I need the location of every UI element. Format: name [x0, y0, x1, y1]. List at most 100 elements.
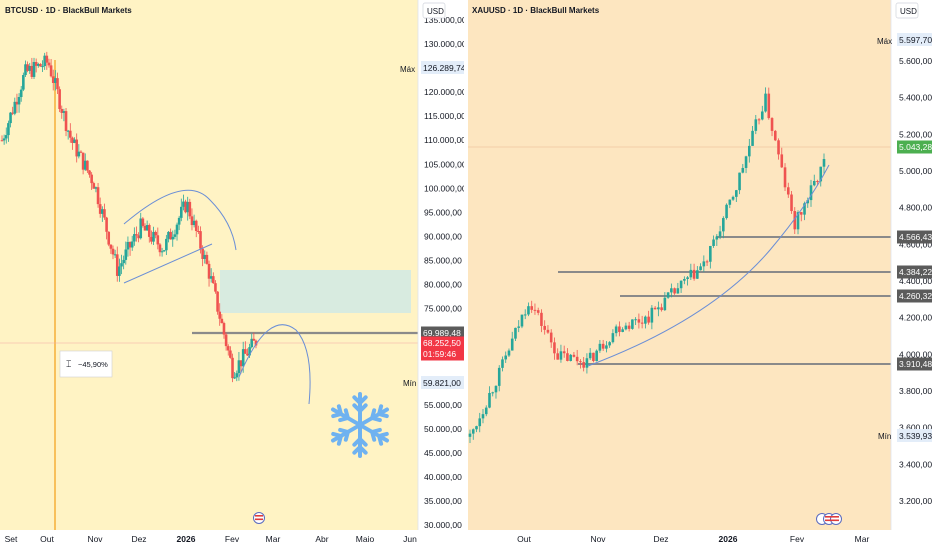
candle-body [4, 135, 8, 139]
candle-body [207, 263, 211, 279]
candle-body [124, 249, 128, 260]
xau-currency-badge[interactable]: USD [895, 2, 919, 19]
candle-body [26, 64, 29, 71]
candle-body [244, 349, 247, 354]
candle-body [822, 159, 826, 167]
candle-body [64, 111, 68, 131]
y-tick-label: 3.400,00 [899, 459, 932, 469]
candle-body [572, 354, 576, 357]
candle-body [28, 65, 32, 71]
x-tick-label: Nov [590, 534, 606, 544]
candle-body [663, 297, 667, 311]
candle-body [686, 277, 689, 279]
xau-support-curve[interactable] [587, 164, 830, 367]
candle-body [175, 224, 179, 235]
candle-body [722, 218, 725, 232]
xau-plot-area[interactable] [468, 0, 891, 530]
candle-body [254, 340, 258, 346]
candle-body [88, 170, 91, 175]
candle-body [111, 248, 115, 255]
candle-body [199, 231, 202, 249]
candle-body [41, 66, 44, 68]
candle-body [94, 187, 98, 189]
candle-body [790, 194, 793, 212]
candle-body [229, 350, 232, 358]
candle-body [252, 338, 256, 341]
btc-max-marker: Máx 126.289,74 [400, 61, 466, 74]
btc-currency-badge[interactable]: USD [422, 2, 446, 19]
btc-consolidation-zone[interactable] [220, 270, 411, 313]
candle-body [757, 119, 761, 121]
candle-body [203, 254, 207, 259]
price-label-bg [897, 265, 932, 279]
y-tick-label: 4.600,00 [899, 239, 932, 249]
candle-body [478, 418, 482, 427]
candle-body [66, 130, 70, 132]
candle-body [158, 244, 162, 253]
btc-projection-curve[interactable] [238, 324, 311, 405]
snowflake-branch [358, 445, 368, 455]
btc-x-axis-ticks: Set Out Nov Dez 2026 Fev Mar Abr Maio Jun [5, 534, 418, 544]
candle-body [806, 200, 810, 204]
candle-body [214, 283, 217, 292]
candle-body [248, 347, 251, 356]
candle-body [504, 355, 508, 360]
price-label: 4.384,22 [899, 267, 932, 277]
candle-body [220, 318, 224, 324]
candle-body [130, 241, 134, 248]
btc-arc-curve[interactable] [123, 189, 237, 251]
candle-body [128, 241, 132, 248]
price-label-bg [421, 347, 464, 361]
candle-body [728, 199, 732, 205]
candle-body [105, 217, 108, 232]
btc-chart-pane[interactable]: ⌶ −45,90% BTCUSD · 1D · BlackBull Market… [0, 0, 467, 550]
candle-body [47, 62, 51, 66]
candle-body [631, 319, 634, 329]
candle-body [527, 306, 530, 315]
y-tick-label: 30.000,00 [424, 520, 462, 530]
candle-body [137, 235, 140, 239]
btc-trend-line[interactable] [123, 243, 213, 284]
candle-body [621, 329, 624, 332]
candle-body [246, 353, 249, 356]
candle-body [51, 76, 55, 83]
candle-body [169, 231, 172, 240]
candle-body [773, 130, 777, 141]
candle-body [546, 329, 550, 333]
xau-time-scale[interactable] [468, 530, 932, 550]
x-tick-label: Maio [356, 534, 375, 544]
candle-body [517, 326, 521, 328]
price-label-bg [897, 230, 932, 244]
candle-body [239, 360, 243, 367]
candle-body [145, 225, 149, 231]
candle-body [90, 174, 93, 184]
xau-price-scale[interactable] [891, 0, 932, 530]
candle-body [760, 111, 764, 120]
svg-text:3.539,93: 3.539,93 [899, 431, 932, 441]
candle-body [120, 263, 123, 267]
btc-price-scale[interactable] [418, 0, 464, 530]
xau-x-axis-ticks: Out Nov Dez 2026 Fev Mar [517, 534, 869, 544]
candle-body [98, 204, 102, 214]
price-label: 5.043,28 [899, 142, 932, 152]
xau-chart-pane[interactable]: XAUUSD · 1D · BlackBull Markets 5.600,00… [468, 0, 932, 550]
btc-measure-box[interactable]: ⌶ −45,90% [59, 350, 113, 378]
candle-body [699, 266, 702, 271]
candle-body [650, 307, 654, 323]
pane-separator[interactable] [464, 0, 468, 550]
candle-body [212, 276, 215, 284]
y-tick-label: 135.000,00 [424, 15, 467, 25]
candle-body [514, 327, 517, 339]
candle-body [592, 352, 595, 361]
candle-body [754, 119, 758, 131]
candle-body [7, 123, 10, 136]
candle-body [107, 231, 111, 245]
candle-body [812, 181, 816, 186]
price-label: 01:59:46 [423, 349, 456, 359]
candle-body [205, 254, 209, 264]
candle-body [683, 278, 686, 281]
candle-body [226, 346, 230, 351]
btc-time-scale[interactable] [0, 530, 464, 550]
y-tick-label: 55.000,00 [424, 400, 462, 410]
candle-body [233, 377, 236, 379]
